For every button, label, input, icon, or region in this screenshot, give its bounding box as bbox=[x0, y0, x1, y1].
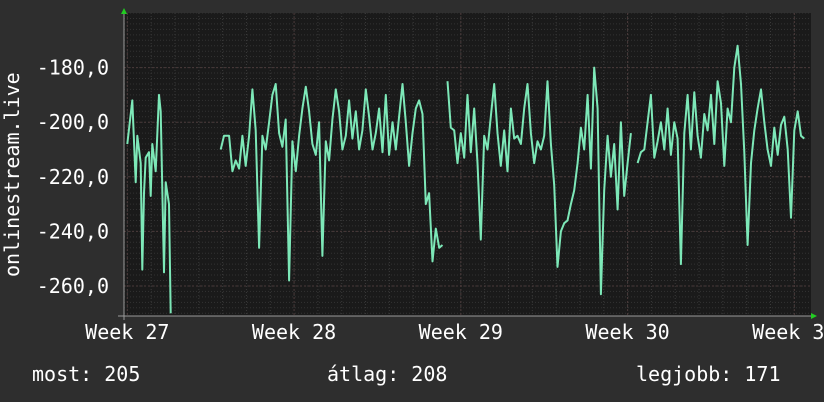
stat-average: átlag: 208 bbox=[327, 362, 448, 386]
y-axis-arrow bbox=[121, 8, 127, 14]
series-layer bbox=[126, 44, 805, 314]
x-tick-label: Week 27 bbox=[85, 320, 169, 344]
x-tick-labels: Week 27 Week 28 Week 29 Week 30 Week 31 bbox=[85, 320, 824, 344]
x-tick-label: Week 31 bbox=[752, 320, 824, 344]
y-tick-label: -260,0 bbox=[37, 274, 109, 298]
series-line-segment bbox=[636, 44, 805, 266]
series-line-segment bbox=[126, 93, 172, 314]
x-axis-arrow bbox=[811, 313, 817, 319]
y-tick-label: -220,0 bbox=[37, 165, 109, 189]
y-tick-label: -200,0 bbox=[37, 110, 109, 134]
y-tick-labels: -180,0 -200,0 -220,0 -240,0 -260,0 bbox=[37, 56, 109, 298]
stat-best: legjobb: 171 bbox=[636, 362, 781, 386]
stat-current: most: 205 bbox=[32, 362, 141, 386]
y-tick-label: -180,0 bbox=[37, 56, 109, 80]
x-tick-label: Week 30 bbox=[585, 320, 669, 344]
x-tick-label: Week 28 bbox=[252, 320, 336, 344]
plot-background bbox=[124, 13, 811, 316]
y-axis-label: onlinestream.live bbox=[0, 72, 24, 277]
y-tick-label: -240,0 bbox=[37, 219, 109, 243]
x-tick-label: Week 29 bbox=[419, 320, 503, 344]
series-line-segment bbox=[219, 83, 444, 282]
series-line-segment bbox=[446, 66, 632, 296]
